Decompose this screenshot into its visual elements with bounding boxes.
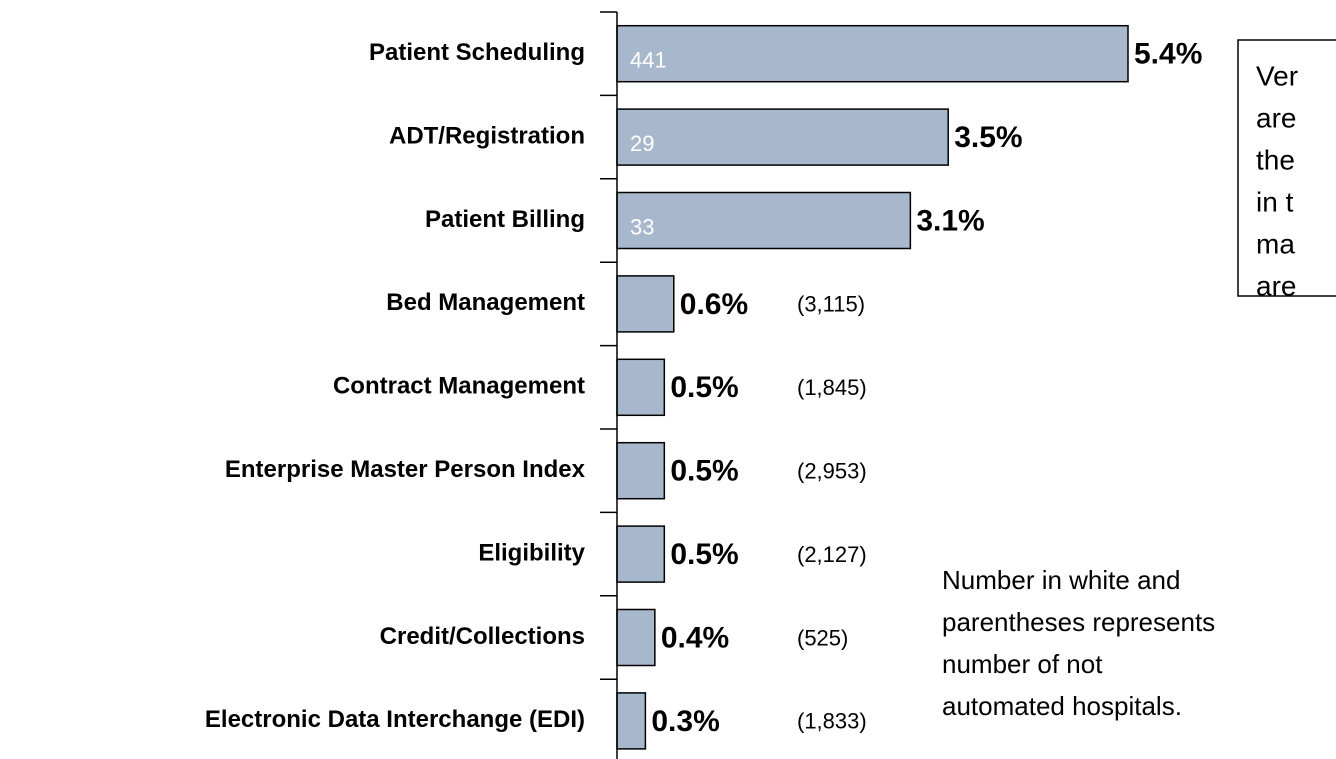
value-label: 0.3% bbox=[651, 705, 719, 738]
text-box bbox=[1237, 39, 1336, 297]
box-text: in t bbox=[1256, 186, 1294, 217]
category-label: ADT/Registration bbox=[389, 122, 585, 149]
bar bbox=[616, 608, 656, 667]
bar bbox=[616, 692, 647, 750]
bar bbox=[616, 108, 949, 166]
category-label: Enterprise Master Person Index bbox=[225, 456, 586, 483]
value-label: 0.5% bbox=[670, 455, 738, 488]
count-label: (2,953) bbox=[797, 459, 867, 484]
box-text: the bbox=[1256, 144, 1295, 175]
count-label: (1,845) bbox=[797, 375, 867, 400]
value-label: 3.1% bbox=[916, 204, 984, 237]
category-label: Patient Scheduling bbox=[369, 39, 585, 66]
count-label: 441 bbox=[630, 48, 667, 73]
note: parentheses represents bbox=[942, 607, 1215, 637]
count-label: (1,833) bbox=[797, 709, 867, 734]
category-label: Electronic Data Interchange (EDI) bbox=[205, 706, 585, 733]
bar bbox=[616, 525, 666, 583]
note: Number in white and bbox=[942, 565, 1180, 595]
value-label: 0.6% bbox=[680, 288, 748, 321]
value-label: 5.4% bbox=[1134, 38, 1202, 71]
box-text: Ver bbox=[1256, 60, 1298, 91]
count-label: (3,115) bbox=[797, 292, 865, 317]
count-label: (525) bbox=[797, 625, 848, 650]
bar bbox=[616, 441, 666, 500]
value-label: 0.5% bbox=[670, 371, 738, 404]
category-label: Eligibility bbox=[478, 539, 585, 566]
count-label: 33 bbox=[630, 214, 654, 239]
category-label: Credit/Collections bbox=[380, 623, 585, 650]
count-label: (2,127) bbox=[797, 542, 867, 567]
bar bbox=[616, 191, 912, 250]
box-text: are bbox=[1256, 270, 1296, 301]
category-label: Contract Management bbox=[333, 373, 585, 400]
value-label: 3.5% bbox=[954, 121, 1022, 154]
bar bbox=[616, 24, 1129, 83]
count-label: 29 bbox=[630, 131, 654, 156]
category-label: Bed Management bbox=[386, 289, 585, 316]
bar bbox=[616, 358, 666, 417]
note: number of not bbox=[942, 649, 1103, 679]
value-label: 0.5% bbox=[670, 538, 738, 571]
bar bbox=[616, 275, 675, 333]
category-label: Patient Billing bbox=[425, 206, 585, 233]
note: automated hospitals. bbox=[942, 691, 1182, 721]
box-text: ma bbox=[1256, 228, 1295, 259]
box-text: are bbox=[1256, 102, 1296, 133]
value-label: 0.4% bbox=[661, 621, 729, 654]
